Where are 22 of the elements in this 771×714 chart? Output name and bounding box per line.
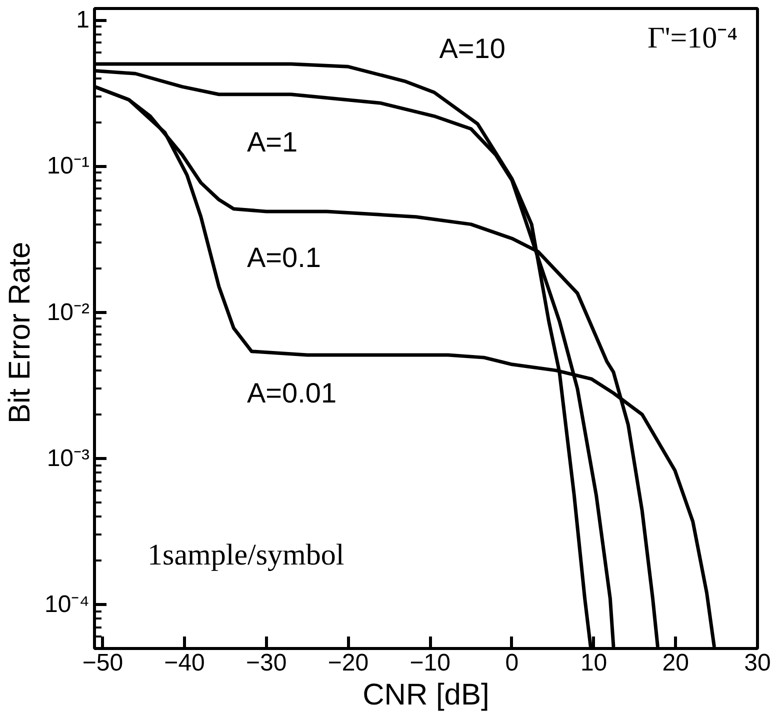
x-tick-label: 30 <box>744 650 771 676</box>
y-tick-label: 10⁻¹ <box>46 152 90 180</box>
y-tick-label: 10⁻² <box>46 298 90 326</box>
series-label: A=0.1 <box>246 242 321 273</box>
series-label: A=1 <box>246 126 298 158</box>
x-tick-label: −40 <box>164 650 205 676</box>
y-tick-label: 10⁻⁴ <box>44 591 90 618</box>
x-tick-label: −30 <box>246 650 287 676</box>
x-tick-label: −50 <box>82 650 124 676</box>
x-tick-label: −10 <box>410 650 450 676</box>
series-label: A=0.01 <box>246 377 337 408</box>
annotation: Γ'=10⁻⁴ <box>647 21 738 54</box>
x-tick-label: 0 <box>505 650 519 676</box>
x-tick-label: 10 <box>580 650 608 676</box>
y-axis-title: Bit Error Rate <box>3 242 36 424</box>
y-tick-label: 1 <box>76 6 90 34</box>
annotation: 1sample/symbol <box>148 538 344 572</box>
x-tick-label: 20 <box>662 650 690 676</box>
x-axis-title: CNR [dB] <box>362 678 490 712</box>
y-tick-label: 10⁻³ <box>46 444 90 472</box>
series-label: A=10 <box>439 33 506 64</box>
x-tick-label: −20 <box>328 650 369 676</box>
